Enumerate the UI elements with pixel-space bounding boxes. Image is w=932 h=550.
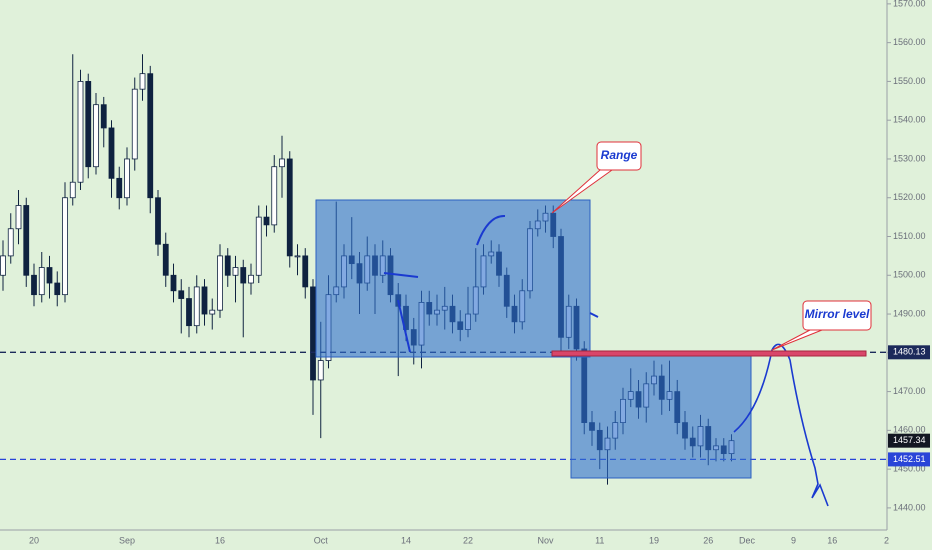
candle-body <box>209 309 216 315</box>
candle-body <box>124 158 130 199</box>
price-tag <box>888 433 930 448</box>
x-tick-label: Sep <box>119 535 135 545</box>
candle-body <box>310 286 316 381</box>
candle-body <box>217 255 223 311</box>
candle-body <box>46 267 53 284</box>
candle-body <box>186 298 192 327</box>
candle-body <box>170 274 177 292</box>
candle-body <box>69 181 76 199</box>
y-tick-label: 1520.00 <box>893 192 926 202</box>
y-tick-label: 1510.00 <box>893 231 926 241</box>
range-box <box>315 199 591 358</box>
candle-body <box>31 274 37 296</box>
price-tag-label: 1457.34 <box>893 435 926 445</box>
y-tick-label: 1550.00 <box>893 76 926 86</box>
x-tick-label: Dec <box>739 535 756 545</box>
annotation: Mirror level <box>805 307 870 321</box>
candle-body <box>255 216 262 276</box>
candle-body <box>23 205 30 276</box>
candle-body <box>147 73 154 199</box>
candle-body <box>0 255 6 276</box>
candle-body <box>62 197 68 296</box>
drawn-line <box>397 299 411 353</box>
drawn-line <box>589 312 599 318</box>
x-tick-label: 2 <box>884 535 889 545</box>
candle-body <box>248 274 254 284</box>
y-tick-label: 1540.00 <box>893 115 926 125</box>
candle-body <box>317 360 324 381</box>
candle-body <box>15 205 22 230</box>
candle-body <box>279 158 285 168</box>
price-tag-label: 1452.51 <box>893 454 926 464</box>
lower-box <box>570 353 752 479</box>
price-tag <box>888 452 930 467</box>
candle-body <box>263 216 270 226</box>
y-tick-label: 1450.00 <box>893 464 926 474</box>
mirror-level <box>551 350 867 357</box>
y-tick-label: 1470.00 <box>893 386 926 396</box>
x-tick-label: 9 <box>791 535 796 545</box>
x-tick-label: 16 <box>827 535 837 545</box>
x-tick-label: Nov <box>537 535 554 545</box>
x-tick-label: 22 <box>463 535 473 545</box>
x-tick-label: 26 <box>703 535 713 545</box>
candle-body <box>162 243 169 276</box>
x-tick-label: 19 <box>649 535 659 545</box>
candle-body <box>193 286 200 327</box>
drawings: Range Mirror level <box>315 141 872 507</box>
candle-body <box>294 255 301 258</box>
candle-body <box>139 73 146 90</box>
x-tick-label: 11 <box>595 535 604 545</box>
price-tag <box>888 345 930 360</box>
y-tick-label: 1570.00 <box>893 0 926 8</box>
y-tick-label: 1440.00 <box>893 502 926 512</box>
candle-body <box>271 166 278 226</box>
candle-body <box>201 286 208 315</box>
candle-body <box>178 290 185 299</box>
candle-body <box>38 267 45 296</box>
candle-body <box>224 255 231 276</box>
candle-body <box>77 81 84 183</box>
candle-body <box>155 197 161 245</box>
y-tick-label: 1530.00 <box>893 153 926 163</box>
y-tick-label: 1560.00 <box>893 37 926 47</box>
x-tick-label: 14 <box>401 535 411 545</box>
callout <box>802 300 872 331</box>
x-tick-label: 20 <box>29 535 39 545</box>
candle-body <box>85 81 92 168</box>
candle-body <box>93 104 99 168</box>
x-tick-label: Oct <box>314 535 329 545</box>
y-tick-label: 1460.00 <box>893 425 926 435</box>
annotation: Range <box>601 148 638 162</box>
candle-body <box>108 127 115 179</box>
candle-body <box>286 158 293 257</box>
callout <box>596 141 642 171</box>
candle-body <box>240 267 247 284</box>
price-tag-label: 1480.13 <box>893 347 926 357</box>
drawn-curve <box>476 214 506 246</box>
candle-body <box>7 228 14 257</box>
candle-body <box>232 267 239 276</box>
candle-body <box>116 177 123 199</box>
x-tick-label: 16 <box>215 535 225 545</box>
candle-body <box>100 104 107 129</box>
candle-body <box>131 88 138 160</box>
candle-body <box>302 255 309 288</box>
y-tick-label: 1500.00 <box>893 270 926 280</box>
y-tick-label: 1490.00 <box>893 308 926 318</box>
candle-body <box>54 282 61 296</box>
drawn-line <box>383 272 419 278</box>
